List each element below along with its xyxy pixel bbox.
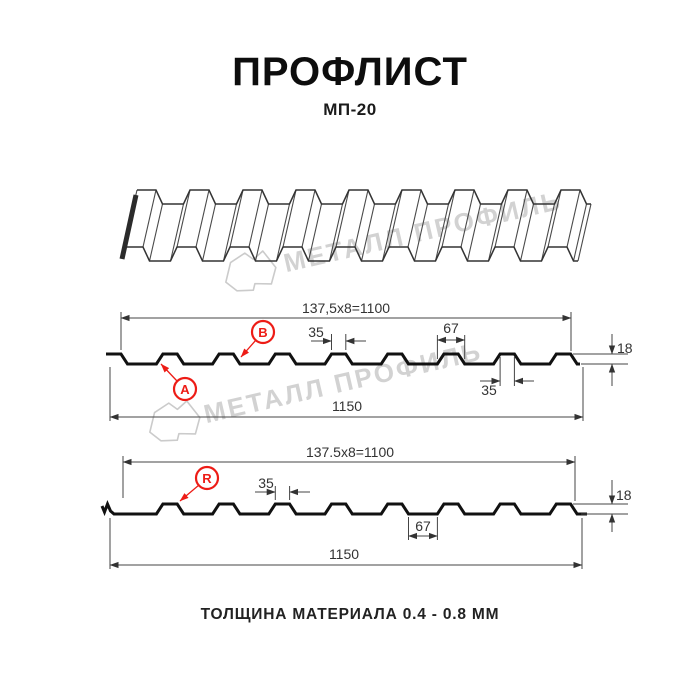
brand-logo-icon [225,250,277,292]
watermark-brand-text: МЕТАЛЛ ПРОФИЛЬ [281,185,565,278]
dim-height [573,334,628,386]
cross-section-r: 137.5x8=1100 35 67 [100,444,632,569]
cross-section-ab: 137,5x8=1100 35 67 [106,300,633,421]
dim-pitch [120,312,572,351]
material-thickness-note: ТОЛЩИНА МАТЕРИАЛА 0.4 - 0.8 ММ [200,606,500,623]
watermark-upper: МЕТАЛЛ ПРОФИЛЬ [225,185,565,292]
dim-rib-top [311,334,366,350]
dim-rib-top-b [480,357,534,386]
label-b-letter: B [258,325,267,340]
sheet-left-edge [119,194,139,260]
label-r-letter: R [202,471,212,486]
dim-pitch-label: 137,5x8=1100 [302,300,390,316]
profile-outline [106,352,580,366]
dim-overall [109,518,583,569]
dim-height-label: 18 [616,487,632,503]
watermark-brand-text: МЕТАЛЛ ПРОФИЛЬ [201,336,485,429]
dim-height-label: 18 [617,340,633,356]
side-label-r: R [179,465,220,502]
dim-rib-top-label: 35 [258,475,274,491]
side-label-b: B [240,319,276,358]
dim-overall-label: 1150 [329,546,359,562]
sheet-3d-view [119,189,592,262]
dim-valley-label: 67 [415,518,431,534]
profile-outline [100,499,587,517]
brand-logo-icon [149,400,201,442]
side-label-a: A [160,363,198,402]
dim-overall [109,367,584,421]
dim-valley [408,517,438,540]
label-a-letter: A [180,382,190,397]
dim-rib-base-label: 67 [443,320,459,336]
profile-model-subtitle: МП-20 [323,100,377,119]
dim-pitch-label: 137.5x8=1100 [306,444,394,460]
dim-overall-label: 1150 [332,398,362,414]
dim-height [573,480,628,532]
dim-rib-top-label: 35 [308,324,324,340]
dim-rib-top [255,486,310,500]
dim-rib-base [436,335,466,359]
dim-rib-top-b-label: 35 [481,382,497,398]
dim-pitch [122,456,576,501]
page-title: ПРОФЛИСТ [232,50,468,94]
